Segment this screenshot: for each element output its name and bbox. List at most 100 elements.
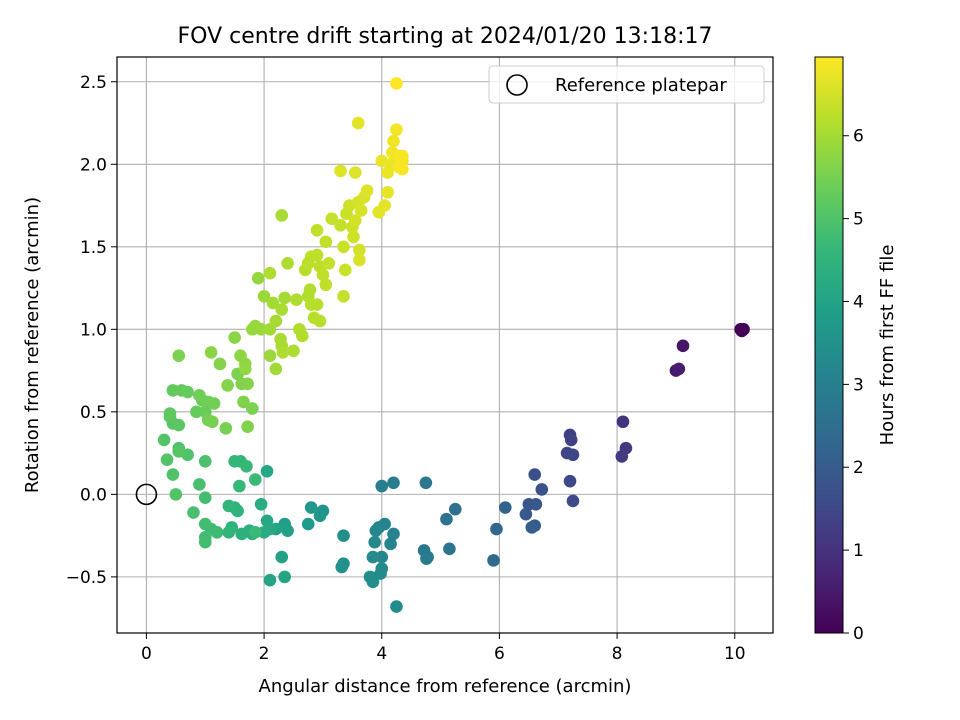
data-point — [313, 314, 327, 328]
data-point — [325, 212, 339, 226]
colorbar-tick-label: 6 — [853, 127, 864, 147]
data-point — [566, 448, 580, 462]
data-point — [187, 506, 200, 519]
data-point — [528, 468, 542, 481]
data-point — [260, 464, 274, 478]
data-point — [198, 491, 212, 504]
data-point — [566, 494, 580, 508]
data-point — [263, 573, 277, 587]
data-point — [525, 521, 539, 534]
x-tick-label: 2 — [259, 644, 270, 664]
data-point — [304, 501, 318, 514]
reference-marker — [135, 483, 158, 506]
data-point — [193, 478, 206, 491]
data-point — [169, 488, 183, 501]
data-point — [390, 123, 403, 136]
x-tick-label: 4 — [376, 644, 387, 664]
data-point — [275, 303, 289, 316]
data-point — [499, 501, 512, 514]
colorbar-gradient — [814, 56, 844, 634]
data-point — [334, 219, 347, 232]
data-point — [278, 570, 291, 584]
data-point — [237, 395, 250, 409]
colorbar-tick-label: 0 — [853, 624, 864, 644]
data-point — [519, 507, 533, 521]
data-point — [313, 509, 327, 523]
data-point — [448, 502, 462, 516]
data-point — [440, 512, 453, 526]
data-point — [238, 362, 252, 376]
data-point — [204, 346, 218, 359]
data-point — [276, 346, 290, 359]
data-point — [368, 535, 381, 549]
data-point — [387, 476, 400, 490]
data-point — [172, 418, 186, 432]
data-point — [390, 77, 403, 90]
data-point — [278, 291, 291, 305]
data-point — [269, 314, 283, 328]
x-axis: 0 2 4 6 8 10 — [141, 633, 746, 664]
data-point — [735, 324, 749, 338]
data-point — [172, 349, 186, 363]
data-point — [369, 524, 383, 537]
data-point — [275, 550, 289, 564]
plot-area — [116, 56, 774, 634]
data-point — [198, 517, 212, 531]
data-point — [287, 344, 300, 358]
data-point — [310, 223, 324, 237]
data-point — [210, 526, 224, 539]
data-point — [616, 415, 630, 429]
data-point — [254, 323, 268, 336]
data-point — [310, 248, 324, 262]
x-tick-label: 10 — [724, 644, 746, 664]
data-point — [387, 527, 400, 541]
data-point — [198, 455, 212, 468]
legend: Reference platepar — [488, 65, 765, 104]
plot-border — [116, 56, 774, 634]
data-point — [338, 263, 352, 277]
data-point — [160, 453, 174, 467]
x-tick-label: 6 — [494, 644, 505, 664]
data-point — [319, 278, 333, 292]
data-point — [296, 329, 309, 343]
data-point — [337, 290, 350, 303]
data-point — [269, 362, 283, 376]
y-axis-label: Rotation from reference (arcmin) — [22, 197, 43, 493]
data-point — [207, 397, 221, 410]
data-point — [222, 526, 236, 539]
x-tick-label: 0 — [141, 644, 152, 664]
data-point — [181, 385, 194, 399]
data-point — [275, 209, 289, 222]
colorbar: 0 1 2 3 4 5 6 Hours from first FF file — [814, 56, 898, 644]
data-point — [443, 542, 456, 556]
data-point — [319, 235, 333, 249]
y-tick-label: 1.5 — [80, 238, 107, 258]
y-tick-label: 1.0 — [80, 320, 107, 340]
data-point — [334, 164, 347, 178]
data-point — [222, 499, 236, 513]
data-point — [378, 199, 391, 212]
x-axis-label: Angular distance from reference (arcmin) — [259, 676, 632, 697]
y-axis: −0.5 0.0 0.5 1.0 1.5 2.0 2.5 — [66, 73, 117, 588]
data-point — [190, 405, 203, 419]
data-point — [348, 214, 362, 227]
data-point — [335, 560, 349, 574]
data-point — [615, 450, 629, 463]
data-point — [393, 161, 406, 174]
colorbar-tick-label: 1 — [853, 541, 864, 561]
y-tick-label: 0.0 — [80, 485, 107, 505]
data-point — [251, 271, 265, 285]
data-point — [375, 550, 389, 564]
data-point — [198, 535, 212, 549]
data-point — [366, 550, 380, 564]
data-point — [354, 204, 368, 217]
data-point — [390, 600, 403, 613]
data-point — [374, 567, 387, 580]
data-point — [303, 283, 317, 297]
data-point — [172, 445, 186, 458]
data-point — [213, 357, 227, 371]
data-point — [235, 527, 249, 541]
data-point — [387, 134, 400, 148]
data-point — [163, 407, 177, 420]
data-point — [248, 473, 262, 486]
